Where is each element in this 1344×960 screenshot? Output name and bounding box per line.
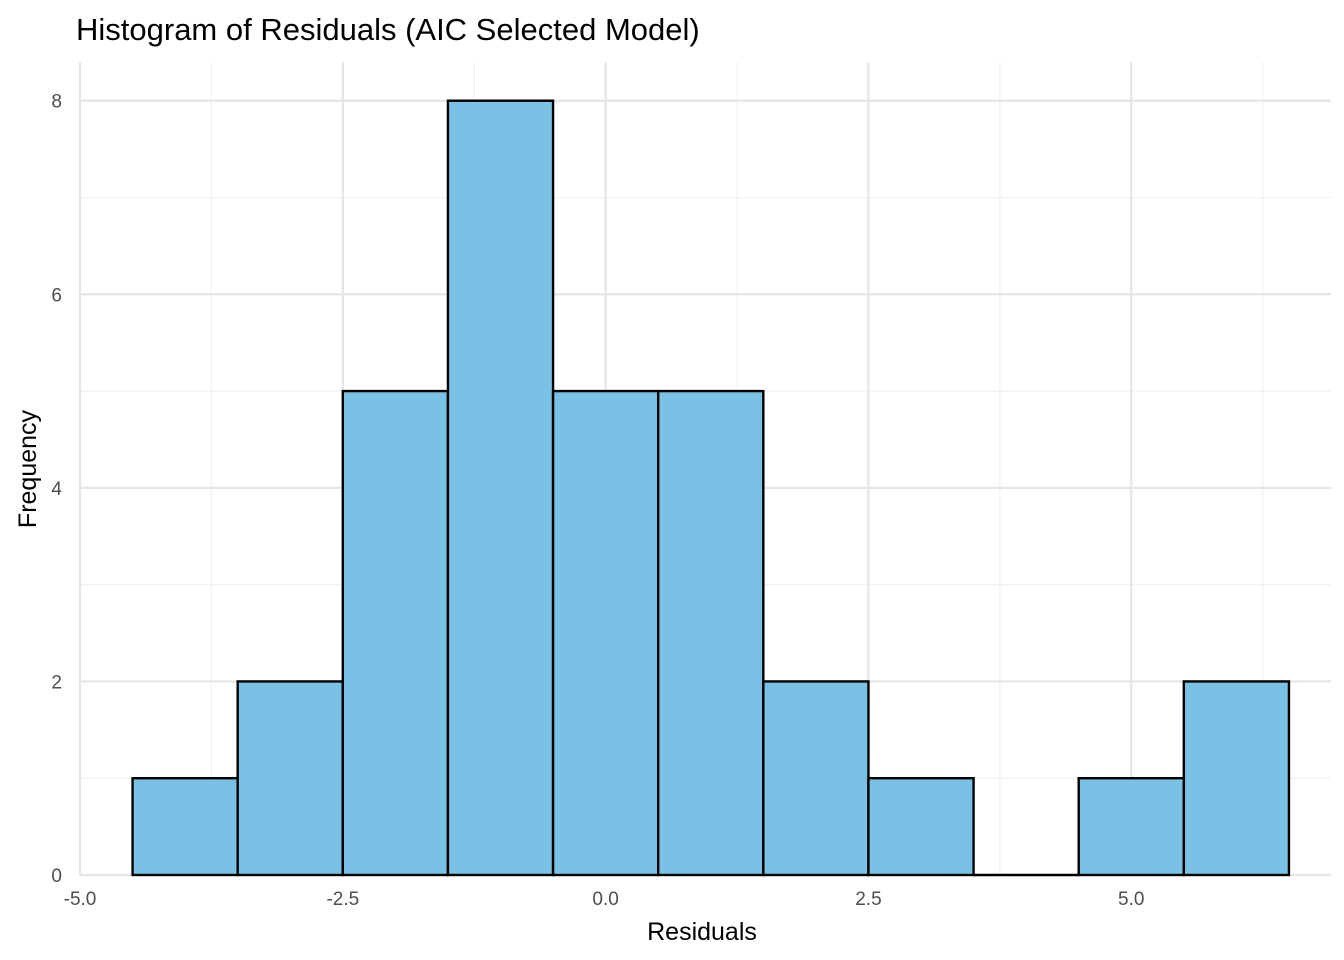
x-axis-title: Residuals — [647, 918, 757, 946]
histogram-bar — [551, 389, 660, 877]
x-tick-label: 0.0 — [592, 889, 618, 910]
x-tick-label: 2.5 — [855, 889, 881, 910]
histogram-bar — [1182, 680, 1291, 877]
y-tick-label: 2 — [51, 672, 62, 693]
histogram-bar — [131, 777, 239, 877]
x-tick-label: -2.5 — [326, 889, 359, 910]
histogram-bar — [762, 680, 870, 877]
y-tick-label: 8 — [51, 92, 62, 113]
x-tick-label: 5.0 — [1118, 889, 1144, 910]
x-axis-ticks: -5.0 -2.5 0.0 2.5 5.0 — [64, 889, 1145, 910]
histogram-bar — [341, 389, 450, 877]
y-axis-ticks: 0 2 4 6 8 — [51, 92, 62, 887]
histogram-bar — [867, 777, 975, 877]
histogram-bar — [1077, 777, 1186, 877]
y-tick-label: 0 — [51, 866, 62, 887]
bars — [131, 99, 1291, 877]
y-tick-label: 6 — [51, 285, 62, 306]
histogram-bar — [446, 99, 555, 877]
y-tick-label: 4 — [51, 479, 62, 500]
histogram-bar — [656, 389, 765, 877]
chart-title: Histogram of Residuals (AIC Selected Mod… — [76, 12, 700, 47]
y-axis-title: Frequency — [14, 409, 42, 528]
x-tick-label: -5.0 — [64, 889, 97, 910]
histogram-bar — [236, 680, 345, 877]
